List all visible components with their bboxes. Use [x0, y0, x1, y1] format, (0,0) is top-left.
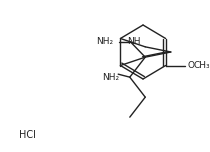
Text: HCl: HCl: [19, 130, 35, 140]
Text: NH₂: NH₂: [102, 73, 119, 82]
Text: O: O: [187, 61, 194, 70]
Text: NH: NH: [127, 37, 140, 46]
Text: NH₂: NH₂: [96, 37, 113, 46]
Text: CH₃: CH₃: [193, 61, 210, 70]
